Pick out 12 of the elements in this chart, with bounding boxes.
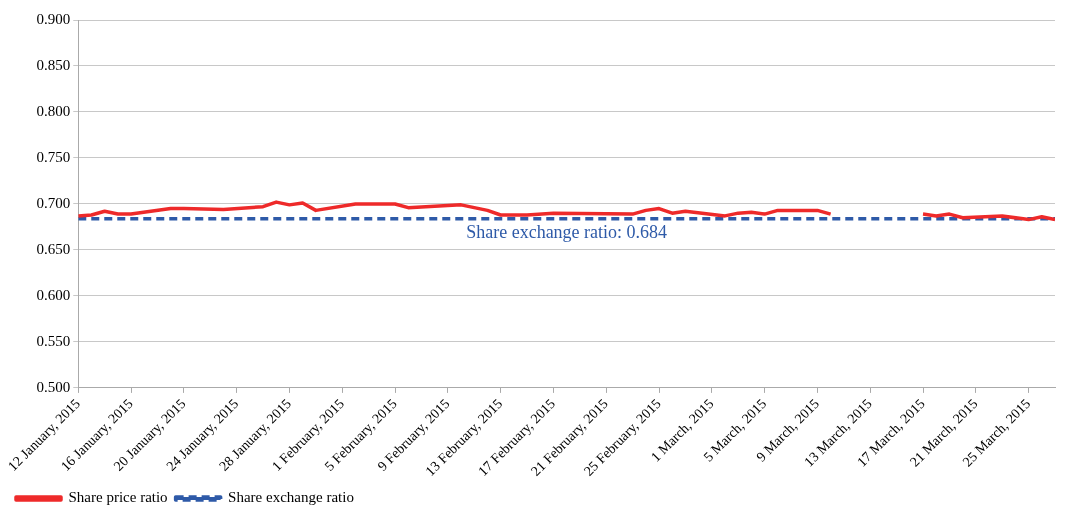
y-tick-label: 0.900 xyxy=(36,10,71,27)
y-tick-label: 0.500 xyxy=(36,378,71,395)
y-tick-label: 0.550 xyxy=(36,332,71,349)
legend-label: Share price ratio xyxy=(68,489,168,506)
annotation: Share exchange ratio: 0.684 xyxy=(466,222,668,243)
y-tick-label: 0.750 xyxy=(36,148,71,165)
y-tick-label: 0.650 xyxy=(36,240,71,257)
y-tick-label: 0.600 xyxy=(36,286,71,303)
y-tick-label: 0.700 xyxy=(36,194,71,211)
y-tick-label: 0.800 xyxy=(36,102,71,119)
legend-label: Share exchange ratio xyxy=(228,489,354,506)
y-tick-label: 0.850 xyxy=(36,56,71,73)
